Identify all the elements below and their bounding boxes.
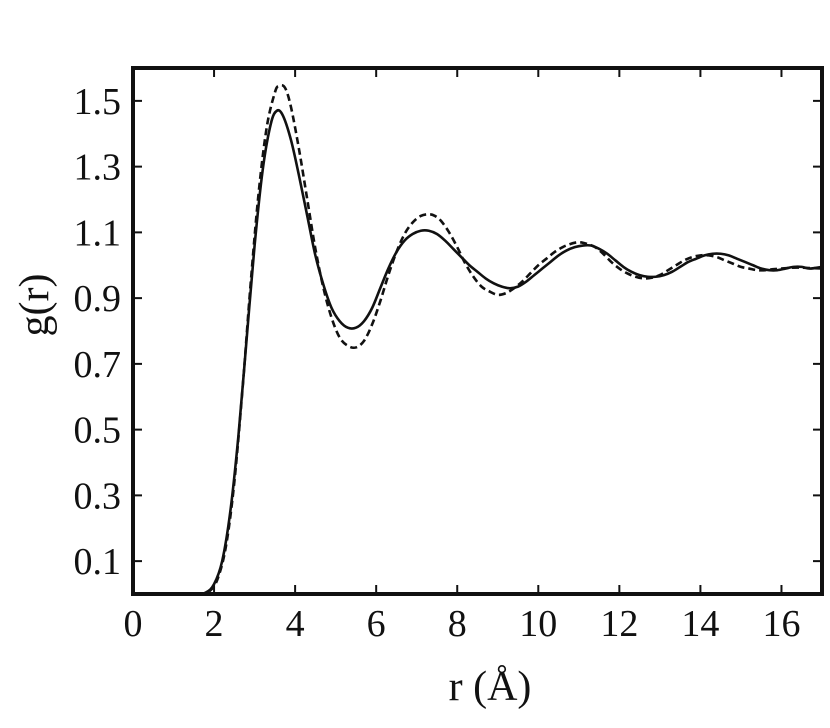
y-tick-label: 0.7 — [74, 344, 122, 386]
x-tick-label: 2 — [205, 603, 224, 645]
x-tick-label: 8 — [448, 603, 467, 645]
series-line-dashed — [133, 83, 822, 594]
x-tick-label: 10 — [519, 603, 557, 645]
y-tick-label: 1.3 — [74, 147, 122, 189]
x-tick-label: 6 — [367, 603, 386, 645]
plot-frame — [131, 66, 824, 596]
x-tick-label: 4 — [286, 603, 305, 645]
y-axis-title: g(r) — [12, 274, 58, 337]
x-tick-label: 14 — [681, 603, 719, 645]
y-tick-label: 1.1 — [74, 212, 122, 254]
x-tick-label: 16 — [762, 603, 800, 645]
series-line-solid — [133, 108, 822, 594]
y-tick-label: 0.5 — [74, 410, 122, 452]
axis-ticks: 0 2 4 6 8 10 12 14 16 0.1 0.3 0.5 0.7 0.9 1.1 1.3 1.5 — [74, 68, 822, 645]
x-tick-label: 0 — [124, 603, 143, 645]
x-axis-title: r (Å) — [449, 664, 532, 710]
y-tick-label: 0.9 — [74, 278, 122, 320]
y-tick-label: 1.5 — [74, 81, 122, 123]
plot-area — [133, 83, 822, 594]
y-tick-label: 0.1 — [74, 541, 122, 583]
x-tick-label: 12 — [600, 603, 638, 645]
y-tick-label: 0.3 — [74, 475, 122, 517]
